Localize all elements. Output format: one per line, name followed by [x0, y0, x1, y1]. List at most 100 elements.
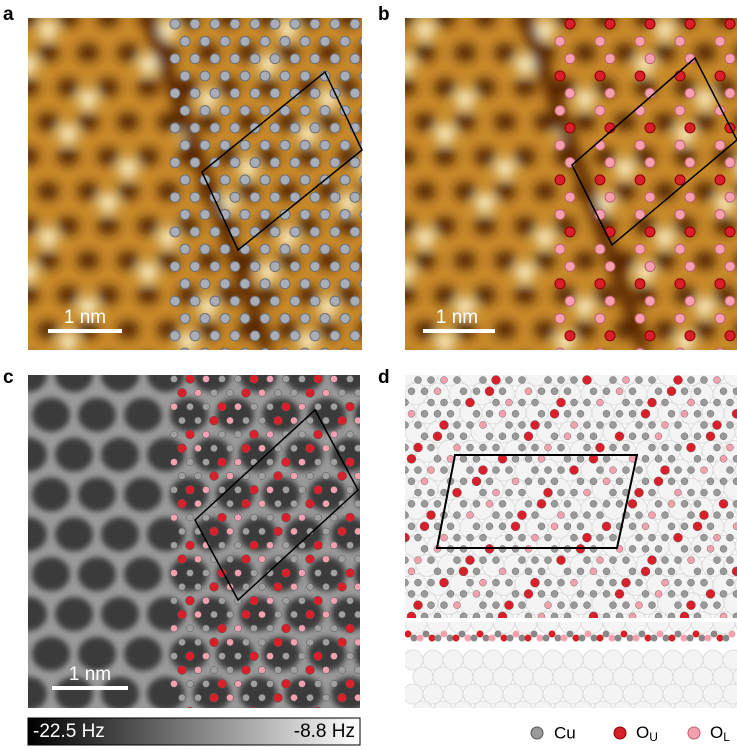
- dark-spot: [434, 18, 456, 27]
- atom: [407, 567, 416, 576]
- atom: [305, 443, 315, 454]
- atom: [726, 421, 734, 429]
- cu-atom: [199, 105, 211, 117]
- dark-cell: [101, 375, 139, 392]
- atom: [202, 402, 210, 411]
- cu-atom: [260, 2, 270, 12]
- cu-atom: [279, 209, 291, 221]
- atom: [210, 389, 218, 397]
- dark-spot: [634, 355, 656, 373]
- ol-atom: [554, 35, 566, 47]
- atom: [667, 567, 676, 576]
- dark-spot: [137, 147, 159, 166]
- cu-atom: [299, 139, 311, 151]
- bright-spot: [28, 55, 37, 74]
- ol-atom: [604, 295, 616, 307]
- atom: [570, 601, 578, 609]
- cu-atom: [370, 227, 380, 237]
- panel-label: d: [378, 367, 390, 388]
- cu-atom: [259, 35, 271, 47]
- atom: [596, 398, 604, 407]
- atom: [266, 486, 274, 494]
- cu-atom: [339, 278, 351, 290]
- atom: [405, 578, 409, 587]
- dark-spot: [57, 18, 79, 27]
- atom: [473, 365, 480, 372]
- atom: [346, 486, 354, 494]
- atom: [505, 488, 513, 497]
- dark-spot: [377, 78, 399, 96]
- dark-spot: [405, 78, 416, 97]
- atom: [544, 376, 552, 384]
- dark-spot: [377, 217, 399, 235]
- atom: [661, 578, 669, 587]
- side-atom: [518, 634, 526, 642]
- atom: [524, 455, 533, 463]
- cu-substrate: [448, 611, 472, 635]
- bright-spot: [576, 298, 594, 317]
- cu-substrate: [722, 683, 737, 705]
- cu-atom: [179, 35, 191, 47]
- atom: [185, 375, 195, 384]
- cu-atom: [279, 70, 291, 82]
- atom: [354, 389, 360, 397]
- atom: [655, 365, 662, 372]
- atom: [202, 375, 210, 383]
- atom: [537, 522, 546, 531]
- cu-atom: [339, 312, 351, 324]
- atom: [726, 578, 734, 587]
- bright-spot: [359, 161, 362, 176]
- panel-c-image: [28, 361, 394, 708]
- colorbar-max-label: -8.8 Hz: [294, 721, 355, 742]
- cu-atom: [239, 35, 251, 47]
- atom: [290, 583, 298, 591]
- cu-atom: [269, 226, 281, 238]
- atom: [282, 652, 290, 660]
- atom: [648, 443, 656, 452]
- cu-substrate: [452, 700, 474, 708]
- atom: [413, 442, 423, 453]
- atom: [582, 375, 592, 385]
- cu-substrate: [405, 581, 406, 588]
- atom: [420, 410, 429, 418]
- cu-atom: [339, 174, 351, 186]
- atom: [686, 600, 696, 610]
- atom: [330, 680, 338, 688]
- atom: [544, 466, 552, 474]
- atom: [274, 361, 283, 370]
- ou-atom: [684, 330, 696, 342]
- atom: [660, 465, 670, 475]
- atom: [530, 420, 540, 430]
- atom: [281, 623, 291, 634]
- dark-cell: [147, 375, 185, 392]
- atom: [305, 498, 315, 509]
- cu-atom: [320, 2, 330, 12]
- cu-atom: [349, 87, 361, 99]
- dark-cell: [354, 402, 360, 428]
- dark-spot: [137, 216, 159, 235]
- ou-atom: [554, 278, 566, 290]
- atom: [313, 540, 323, 551]
- dark-spot: [594, 355, 616, 373]
- cu-atom: [349, 295, 361, 307]
- ol-atom: [554, 312, 566, 324]
- atom: [363, 486, 370, 493]
- atom: [273, 692, 283, 703]
- atom: [298, 458, 306, 466]
- atom: [291, 362, 298, 369]
- cu-substrate: [472, 700, 494, 708]
- cu-atom: [329, 157, 341, 169]
- ol-atom: [634, 139, 646, 151]
- panel-a-image: [28, 2, 399, 375]
- atom: [517, 510, 527, 520]
- cu-atom: [330, 365, 340, 375]
- atom: [387, 500, 394, 507]
- ol-atom: [724, 295, 736, 307]
- dark-cell: [193, 437, 231, 472]
- atom: [313, 651, 323, 661]
- cu-atom: [209, 295, 221, 307]
- atom: [186, 706, 194, 708]
- side-atom: [710, 630, 718, 638]
- cu-atom: [259, 70, 271, 82]
